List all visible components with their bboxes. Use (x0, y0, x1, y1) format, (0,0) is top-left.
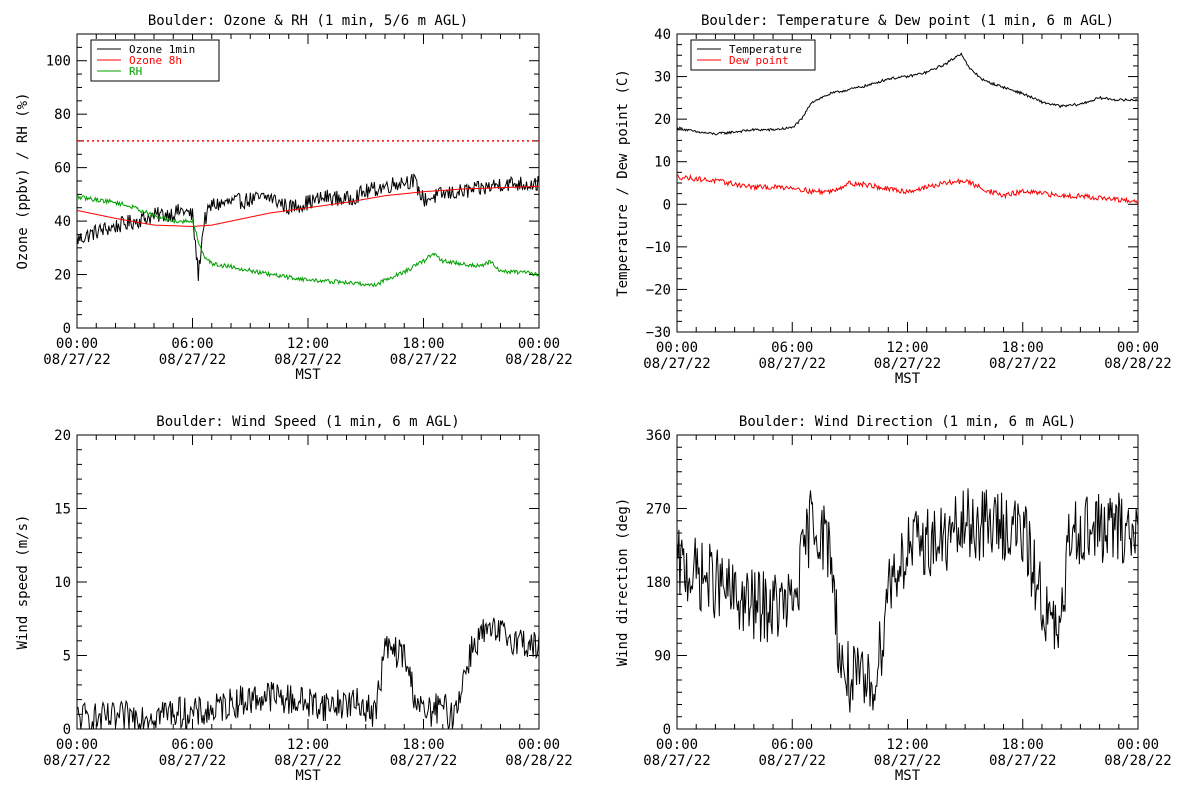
x-tick-date: 08/27/22 (159, 352, 226, 368)
y-axis-label: Ozone (ppbv) / RH (%) (15, 92, 31, 269)
x-tick-time: 00:00 (56, 737, 98, 753)
y-axis-label: Temperature / Dew point (C) (615, 69, 631, 297)
x-tick-date: 08/27/22 (643, 753, 710, 769)
chart-title: Boulder: Temperature & Dew point (1 min,… (701, 13, 1114, 29)
x-axis-label: MST (295, 367, 321, 383)
x-axis-label: MST (295, 768, 321, 784)
y-tick-label: 0 (63, 321, 71, 337)
x-tick-time: 06:00 (171, 336, 213, 352)
x-tick-date: 08/27/22 (759, 356, 826, 372)
x-axis-label: MST (895, 371, 921, 387)
x-tick-time: 00:00 (656, 340, 698, 356)
x-tick-time: 18:00 (402, 737, 444, 753)
y-tick-label: 60 (54, 161, 71, 177)
chart-title: Boulder: Wind Speed (1 min, 6 m AGL) (156, 414, 459, 430)
x-tick-date: 08/27/22 (759, 753, 826, 769)
wind-speed-chart: Boulder: Wind Speed (1 min, 6 m AGL) 0 5 10… (15, 414, 573, 784)
series-line-dew-point (677, 173, 1138, 205)
y-axis-label: Wind speed (m/s) (15, 515, 31, 650)
x-tick-date: 08/28/22 (505, 352, 572, 368)
x-tick-time: 12:00 (886, 340, 928, 356)
plot-frame (676, 33, 1139, 333)
x-tick-date: 08/27/22 (874, 753, 941, 769)
chart-title: Boulder: Ozone & RH (1 min, 5/6 m AGL) (148, 13, 468, 29)
legend-label: Dew point (729, 54, 789, 67)
y-tick-label: 270 (646, 502, 671, 518)
series-line-temperature (677, 52, 1138, 136)
y-axis-label: Wind direction (deg) (615, 498, 631, 667)
y-tick-label: −10 (646, 240, 671, 256)
legend-label: Ozone 1min (129, 43, 195, 56)
x-tick-date: 08/28/22 (505, 753, 572, 769)
temperature-dewpoint-chart: Boulder: Temperature & Dew point (1 min,… (615, 13, 1172, 387)
series-line-ozone-1min (77, 172, 539, 282)
x-tick-date: 08/27/22 (43, 753, 110, 769)
x-tick-time: 06:00 (771, 340, 813, 356)
x-tick-time: 18:00 (1002, 340, 1044, 356)
x-tick-time: 12:00 (287, 336, 329, 352)
x-tick-time: 12:00 (287, 737, 329, 753)
x-tick-date: 08/27/22 (274, 352, 341, 368)
y-tick-label: 5 (63, 649, 71, 665)
series-line-ozone-8h (77, 185, 539, 227)
y-tick-label: 20 (654, 112, 671, 128)
y-tick-label: 15 (54, 502, 71, 518)
x-tick-date: 08/27/22 (390, 753, 457, 769)
y-tick-label: 0 (63, 722, 71, 738)
x-tick-time: 00:00 (56, 336, 98, 352)
y-tick-label: 30 (654, 70, 671, 86)
x-tick-time: 00:00 (656, 737, 698, 753)
x-tick-time: 00:00 (1117, 340, 1159, 356)
y-tick-label: 0 (663, 197, 671, 213)
legend-label: Temperature (729, 43, 802, 56)
y-tick-label: 40 (54, 214, 71, 230)
wind-direction-chart: Boulder: Wind Direction (1 min, 6 m AGL)… (615, 414, 1172, 784)
x-tick-date: 08/27/22 (274, 753, 341, 769)
plot-frame (76, 434, 540, 730)
series-line-data (77, 617, 539, 729)
x-tick-time: 12:00 (886, 737, 928, 753)
y-tick-label: 10 (54, 575, 71, 591)
x-tick-date: 08/27/22 (989, 356, 1056, 372)
y-tick-label: −20 (646, 282, 671, 298)
y-tick-label: 20 (54, 268, 71, 284)
y-tick-label: 0 (663, 722, 671, 738)
x-tick-date: 08/28/22 (1104, 356, 1171, 372)
legend-box (690, 39, 816, 71)
x-axis-label: MST (895, 768, 921, 784)
x-tick-time: 06:00 (771, 737, 813, 753)
x-tick-date: 08/27/22 (159, 753, 226, 769)
x-tick-time: 06:00 (171, 737, 213, 753)
x-tick-date: 08/27/22 (874, 356, 941, 372)
chart-title: Boulder: Wind Direction (1 min, 6 m AGL) (739, 414, 1076, 430)
y-tick-label: 180 (646, 575, 671, 591)
x-tick-time: 00:00 (518, 737, 560, 753)
legend-label: RH (129, 65, 142, 78)
y-tick-label: 20 (54, 428, 71, 444)
legend-label: Ozone 8h (129, 54, 182, 67)
y-tick-label: 10 (654, 155, 671, 171)
y-tick-label: 40 (654, 27, 671, 43)
x-tick-time: 18:00 (402, 336, 444, 352)
x-tick-time: 00:00 (518, 336, 560, 352)
y-tick-label: 100 (46, 54, 71, 70)
y-tick-label: −30 (646, 325, 671, 341)
y-tick-label: 360 (646, 428, 671, 444)
y-tick-label: 80 (54, 107, 71, 123)
x-tick-time: 00:00 (1117, 737, 1159, 753)
x-tick-date: 08/27/22 (989, 753, 1056, 769)
x-tick-date: 08/27/22 (43, 352, 110, 368)
plot-frame (676, 434, 1139, 730)
series-line-rh (77, 195, 539, 288)
x-tick-time: 18:00 (1002, 737, 1044, 753)
x-tick-date: 08/27/22 (643, 356, 710, 372)
y-tick-label: 90 (654, 649, 671, 665)
ozone-rh-chart: Boulder: Ozone & RH (1 min, 5/6 m AGL) 0 2… (15, 13, 573, 383)
series-line-data (677, 488, 1138, 713)
x-tick-date: 08/28/22 (1104, 753, 1171, 769)
x-tick-date: 08/27/22 (390, 352, 457, 368)
